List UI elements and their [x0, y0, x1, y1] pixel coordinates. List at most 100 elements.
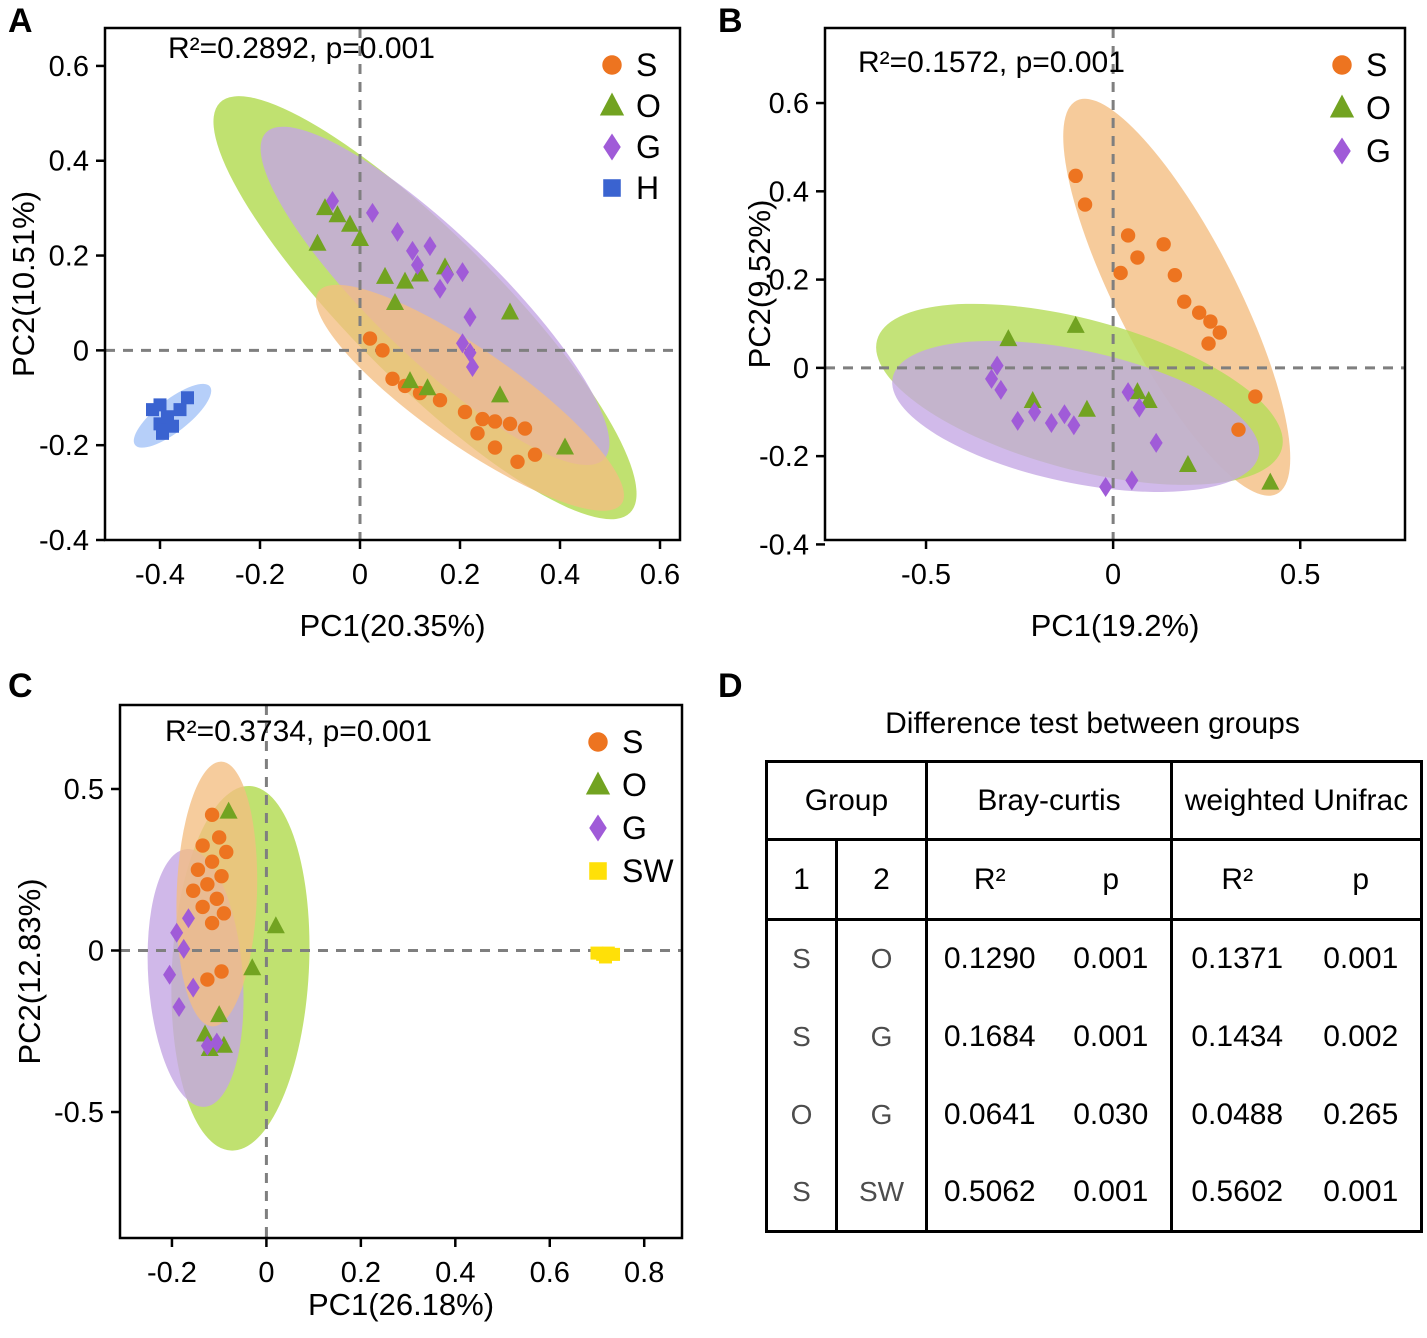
table-row: S SW 0.5062 0.001 0.5602 0.001: [767, 1153, 1422, 1232]
marker-circle: [432, 392, 448, 408]
y-tick-label: 0.5: [64, 774, 104, 806]
y-ticks: -0.4 -0.2 0 0.2 0.4 0.6: [759, 88, 825, 561]
marker-circle: [510, 454, 525, 469]
marker-circle: [209, 891, 225, 907]
marker-circle: [1077, 197, 1093, 212]
x-tick-label: -0.4: [135, 559, 185, 591]
series-S: [186, 807, 234, 987]
marker-diamond: [1067, 415, 1081, 436]
marker-circle: [1203, 314, 1218, 329]
x-tick-label: -0.2: [147, 1257, 197, 1289]
y-tick-label: 0.2: [49, 241, 89, 273]
plot-area: [105, 28, 680, 540]
marker-triangle: [341, 214, 359, 232]
value-cell: 0.1434: [1170, 997, 1302, 1076]
marker-diamond: [456, 262, 469, 283]
marker-circle: [1201, 336, 1216, 351]
y-tick-label: -0.5: [54, 1097, 104, 1129]
value-cell: 0.030: [1073, 1097, 1149, 1131]
marker-circle: [204, 854, 220, 869]
y-tick-label: -0.4: [759, 529, 809, 561]
marker-circle: [385, 371, 400, 387]
x-tick-label: 0.8: [624, 1257, 664, 1289]
value-cell: 0.001: [1073, 942, 1149, 976]
marker-triangle: [491, 385, 509, 403]
marker-triangle: [396, 271, 414, 289]
marker-circle: [1156, 237, 1171, 252]
pca-plot-b-svg: -0.5 0 0.5 -0.4 -0.2 0 0.2 0.4 0.6 PC1(19.2%) PC2(…: [742, 26, 1407, 643]
marker-diamond: [1121, 382, 1135, 403]
marker-diamond: [406, 240, 419, 261]
y-tick-label: 0.4: [769, 176, 809, 208]
confidence-ellipse-G: [892, 340, 1260, 492]
legend-label-O: O: [636, 88, 661, 124]
x-axis-label: PC1(26.18%): [308, 1287, 494, 1322]
marker-diamond: [603, 133, 621, 161]
marker-circle: [487, 440, 503, 455]
marker-diamond: [441, 264, 454, 285]
marker-square: [589, 862, 607, 880]
marker-circle: [214, 964, 229, 979]
group-cell: G: [835, 1075, 927, 1154]
x-ticks: -0.2 0 0.2 0.4 0.6 0.8: [147, 1238, 664, 1289]
marker-triangle: [1077, 399, 1096, 417]
y-tick-label: 0.4: [49, 146, 89, 178]
y-tick-label: 0.2: [769, 265, 809, 297]
y-tick-label: 0.6: [49, 51, 89, 83]
marker-circle: [1191, 305, 1207, 320]
table-header-group: weighted Unifrac: [1170, 761, 1422, 841]
marker-diamond: [1028, 402, 1042, 422]
marker-circle: [186, 883, 201, 898]
x-tick-label: -0.2: [235, 559, 285, 591]
marker-triangle: [1329, 94, 1355, 118]
table-row: O G 0.0641 0.030 0.0488 0.265: [767, 1075, 1422, 1154]
value-cell: 0.1684: [925, 997, 1052, 1076]
x-tick-label: 0.4: [435, 1257, 475, 1289]
legend-label-G: G: [1366, 133, 1391, 169]
value-cell: 0.0488: [1170, 1075, 1302, 1154]
group-cell: S: [792, 943, 811, 975]
x-tick-label: 0: [258, 1257, 274, 1289]
marker-diamond: [1044, 413, 1058, 434]
table-subheader: R²: [1170, 839, 1302, 921]
y-tick-label: 0: [73, 335, 89, 367]
marker-triangle: [401, 371, 419, 389]
marker-square: [166, 419, 179, 433]
marker-triangle: [556, 437, 574, 455]
marker-triangle: [328, 205, 347, 223]
marker-circle: [1248, 389, 1263, 404]
marker-triangle: [411, 264, 429, 282]
marker-diamond: [433, 278, 447, 299]
table-header-group: Group: [766, 761, 927, 841]
plot-frame: [103, 26, 682, 542]
marker-triangle: [376, 266, 394, 284]
legend-label-SW: SW: [622, 853, 674, 889]
x-ticks: -0.4 -0.2 0 0.2 0.4 0.6: [135, 540, 680, 591]
marker-square: [598, 950, 612, 964]
x-tick-label: 0.2: [440, 559, 480, 591]
marker-circle: [195, 899, 210, 915]
marker-diamond: [326, 191, 339, 212]
series-S: [1068, 168, 1263, 437]
legend-label-S: S: [636, 47, 657, 83]
marker-circle: [502, 416, 518, 432]
marker-triangle: [308, 233, 327, 251]
marker-circle: [214, 869, 229, 884]
group-cell: S: [792, 1020, 811, 1052]
marker-diamond: [463, 307, 477, 328]
marker-square: [173, 403, 187, 417]
legend-label-H: H: [636, 170, 659, 206]
marker-square: [153, 398, 167, 412]
legend-label-O: O: [622, 767, 647, 803]
pca-plot-a-svg: -0.4 -0.2 0 0.2 0.4 0.6 -0.4 -0.2 0 0.2 0.4 0.6 PC1(…: [6, 26, 682, 643]
table-header-group: Bray-curtis: [925, 761, 1172, 841]
marker-diamond: [1125, 470, 1139, 491]
marker-triangle: [386, 292, 404, 310]
x-tick-label: 0.6: [530, 1257, 570, 1289]
marker-diamond: [994, 379, 1008, 400]
marker-circle: [211, 830, 227, 845]
marker-triangle: [1066, 315, 1085, 333]
x-axis-label: PC1(20.35%): [299, 608, 485, 643]
x-tick-label: 0: [352, 559, 368, 591]
